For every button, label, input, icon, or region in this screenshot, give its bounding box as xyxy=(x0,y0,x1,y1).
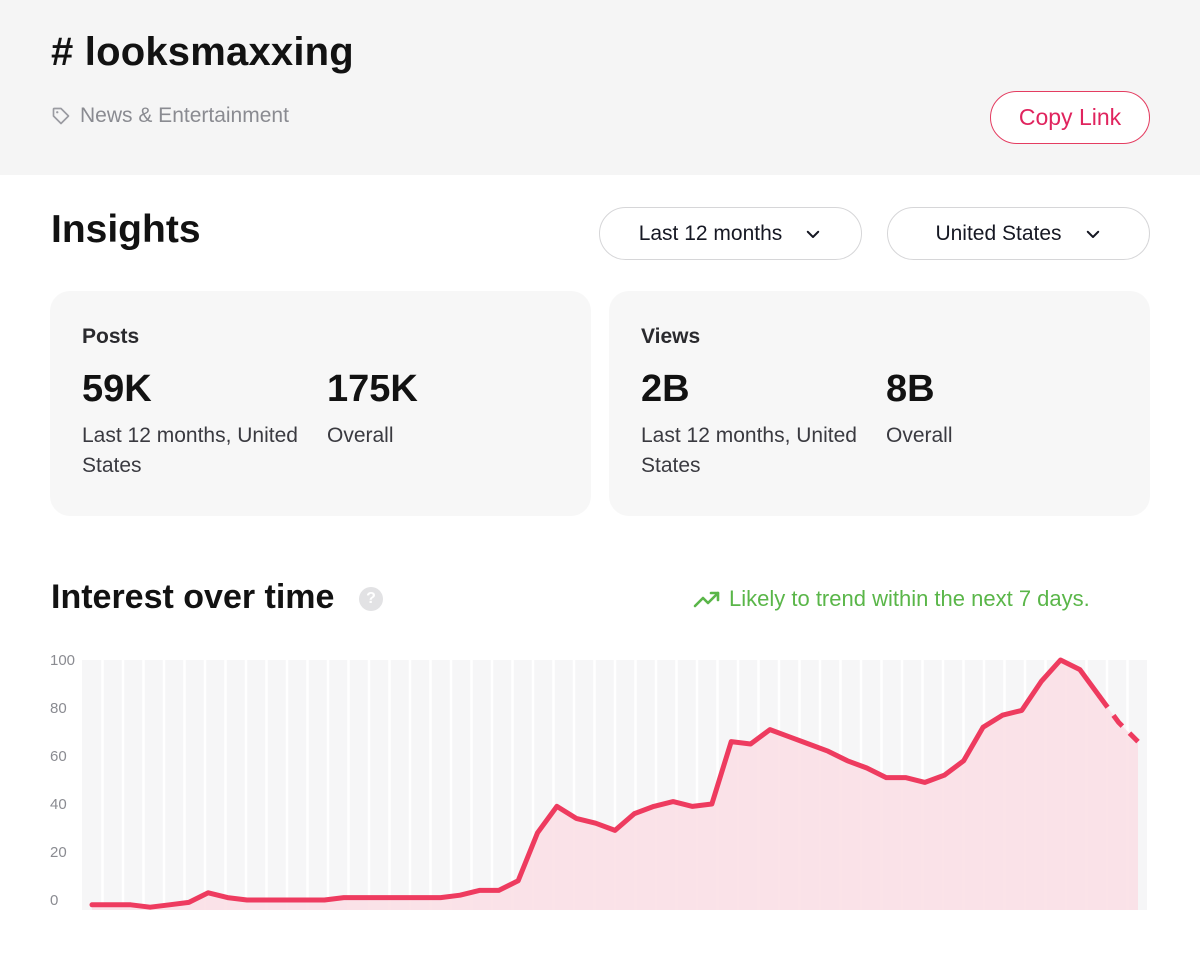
region-dropdown[interactable]: United States xyxy=(887,207,1150,260)
views-card: Views 2B Last 12 months, United States 8… xyxy=(609,291,1150,516)
views-overall-value: 8B xyxy=(886,368,935,410)
posts-card: Posts 59K Last 12 months, United States … xyxy=(50,291,591,516)
posts-overall-metric: 175K Overall xyxy=(327,367,567,451)
period-dropdown-value: Last 12 months xyxy=(638,221,783,245)
views-overall-caption: Overall xyxy=(886,424,953,447)
help-icon[interactable]: ? xyxy=(359,587,383,611)
copy-link-button[interactable]: Copy Link xyxy=(990,91,1150,144)
chevron-down-icon xyxy=(807,230,820,238)
interest-heading: Interest over time xyxy=(51,578,335,616)
views-label: Views xyxy=(641,325,701,348)
hashtag-header: # looksmaxxing News & Entertainment Copy… xyxy=(0,0,1200,175)
posts-overall-caption: Overall xyxy=(327,424,394,447)
y-tick-label: 0 xyxy=(50,892,58,909)
y-tick-label: 100 xyxy=(50,652,75,669)
views-period-caption: Last 12 months, United States xyxy=(641,424,857,477)
category-text: News & Entertainment xyxy=(80,104,289,127)
trend-prediction: Likely to trend within the next 7 days. xyxy=(693,586,1090,612)
trending-up-icon xyxy=(693,591,720,608)
chevron-down-icon xyxy=(1086,230,1099,238)
trend-prediction-text: Likely to trend within the next 7 days. xyxy=(729,586,1090,611)
y-tick-label: 60 xyxy=(50,748,67,765)
tag-icon xyxy=(52,107,70,125)
posts-overall-value: 175K xyxy=(327,368,418,410)
series-projection xyxy=(1097,694,1140,744)
category-label: News & Entertainment xyxy=(51,104,289,128)
posts-period-metric: 59K Last 12 months, United States xyxy=(82,367,322,481)
y-tick-label: 40 xyxy=(50,796,67,813)
y-tick-label: 20 xyxy=(50,844,67,861)
series-line xyxy=(89,657,1102,910)
y-tick-label: 80 xyxy=(50,700,67,717)
views-period-value: 2B xyxy=(641,368,690,410)
interest-chart: 0 20 40 60 80 100 xyxy=(50,652,1147,910)
posts-period-value: 59K xyxy=(82,368,152,410)
views-overall-metric: 8B Overall xyxy=(886,367,1126,451)
posts-period-caption: Last 12 months, United States xyxy=(82,424,298,477)
region-dropdown-value: United States xyxy=(935,221,1062,245)
views-period-metric: 2B Last 12 months, United States xyxy=(641,367,881,481)
period-dropdown[interactable]: Last 12 months xyxy=(599,207,862,260)
hashtag-title: # looksmaxxing xyxy=(51,30,354,74)
insights-heading: Insights xyxy=(51,208,201,251)
area-fill xyxy=(92,660,1138,910)
posts-label: Posts xyxy=(82,325,140,348)
